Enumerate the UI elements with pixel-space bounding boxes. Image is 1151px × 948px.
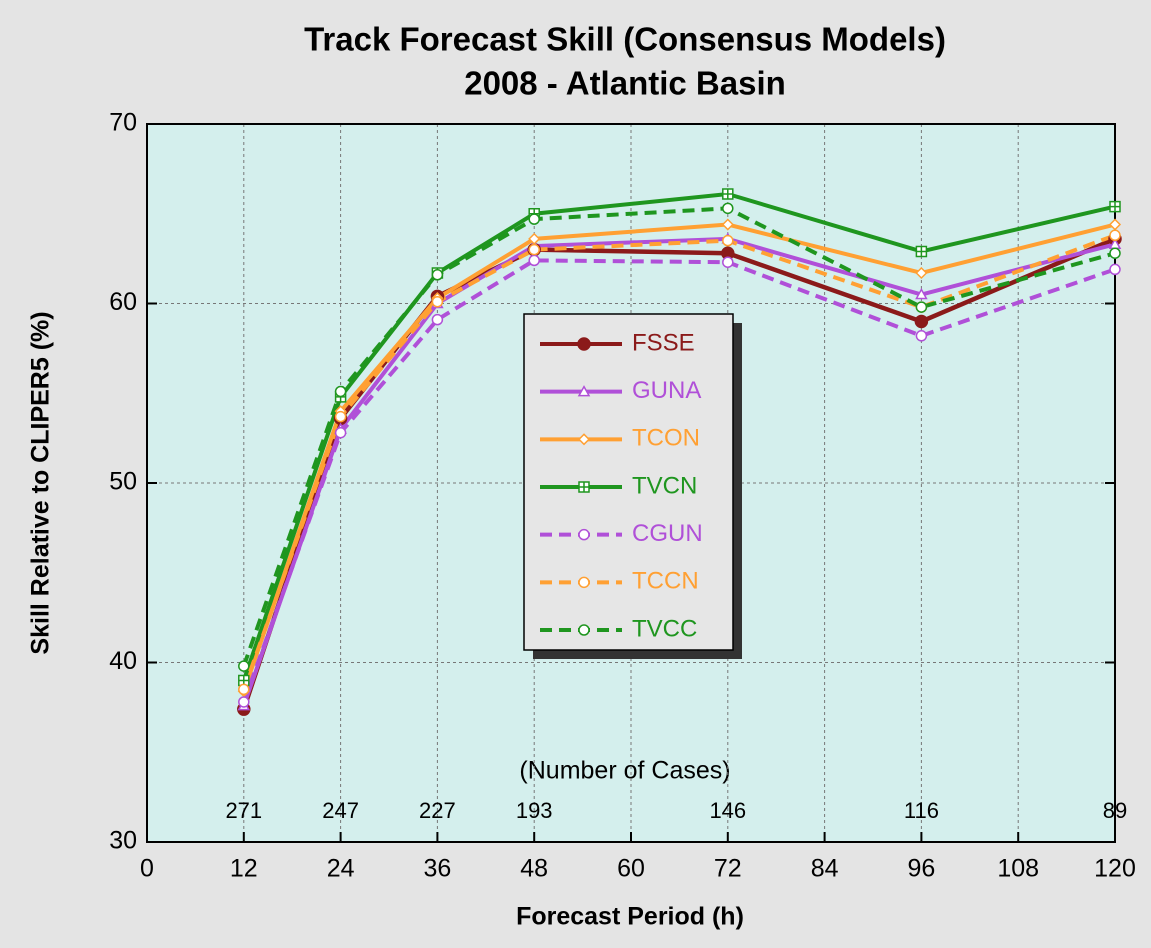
marker bbox=[1109, 263, 1121, 276]
marker bbox=[578, 624, 590, 636]
case-count: 89 bbox=[1103, 798, 1127, 823]
marker bbox=[721, 218, 734, 231]
marker bbox=[722, 256, 734, 268]
marker bbox=[722, 202, 734, 215]
x-tick-label: 84 bbox=[811, 855, 839, 883]
marker bbox=[578, 528, 590, 541]
case-count: 146 bbox=[709, 798, 746, 823]
legend-label: FSSE bbox=[632, 329, 695, 356]
marker bbox=[577, 385, 591, 397]
marker bbox=[914, 314, 929, 329]
marker bbox=[528, 243, 540, 256]
x-tick-label: 0 bbox=[140, 855, 154, 883]
y-tick-label: 70 bbox=[109, 109, 137, 137]
marker bbox=[722, 188, 734, 200]
marker bbox=[334, 410, 347, 423]
marker bbox=[578, 481, 590, 493]
marker bbox=[431, 269, 444, 281]
marker bbox=[578, 576, 590, 589]
marker bbox=[334, 385, 347, 398]
x-tick-label: 12 bbox=[230, 855, 258, 883]
plot-frame bbox=[146, 123, 1116, 843]
chart-title: Track Forecast Skill (Consensus Models) bbox=[304, 21, 946, 58]
legend bbox=[523, 313, 734, 651]
case-count: 247 bbox=[322, 798, 359, 823]
chart-subtitle: 2008 - Atlantic Basin bbox=[464, 65, 786, 102]
x-axis-title: Forecast Period (h) bbox=[516, 903, 744, 931]
marker bbox=[915, 330, 928, 342]
marker bbox=[431, 313, 444, 326]
case-count: 116 bbox=[904, 798, 939, 823]
y-tick-label: 60 bbox=[109, 288, 137, 316]
marker bbox=[528, 213, 540, 225]
marker bbox=[1108, 218, 1122, 231]
marker bbox=[722, 234, 734, 247]
marker bbox=[915, 301, 928, 313]
marker bbox=[528, 254, 540, 267]
legend-label: GUNA bbox=[632, 377, 701, 404]
y-tick-label: 50 bbox=[109, 468, 137, 496]
case-count: 193 bbox=[516, 798, 553, 823]
case-count: 271 bbox=[225, 798, 262, 823]
x-tick-label: 120 bbox=[1094, 855, 1136, 883]
x-tick-label: 60 bbox=[617, 855, 645, 883]
marker bbox=[334, 426, 347, 439]
legend-label: CGUN bbox=[632, 520, 703, 547]
marker bbox=[915, 266, 928, 280]
marker bbox=[577, 337, 591, 351]
x-tick-label: 24 bbox=[327, 855, 355, 883]
legend-label: TVCC bbox=[632, 615, 697, 642]
legend-label: TCON bbox=[632, 425, 700, 452]
marker bbox=[238, 660, 250, 672]
marker bbox=[528, 232, 541, 245]
marker bbox=[915, 287, 928, 300]
x-tick-label: 72 bbox=[714, 855, 742, 883]
y-tick-label: 30 bbox=[109, 827, 137, 855]
legend-label: TVCN bbox=[632, 472, 697, 499]
x-tick-label: 48 bbox=[520, 855, 548, 883]
legend-label: TCCN bbox=[632, 568, 699, 595]
x-tick-label: 108 bbox=[997, 855, 1039, 883]
marker bbox=[1109, 247, 1121, 259]
x-tick-label: 96 bbox=[907, 855, 935, 883]
marker bbox=[915, 245, 928, 258]
marker bbox=[238, 683, 250, 696]
marker bbox=[431, 295, 444, 308]
y-axis-title: Skill Relative to CLIPER5 (%) bbox=[27, 311, 55, 654]
case-count: 227 bbox=[419, 798, 456, 823]
y-tick-label: 40 bbox=[109, 647, 137, 675]
marker bbox=[1109, 229, 1121, 242]
x-tick-label: 36 bbox=[423, 855, 451, 883]
marker bbox=[238, 696, 250, 708]
cases-title: (Number of Cases) bbox=[519, 757, 730, 785]
marker bbox=[577, 433, 591, 446]
marker bbox=[1109, 200, 1121, 213]
